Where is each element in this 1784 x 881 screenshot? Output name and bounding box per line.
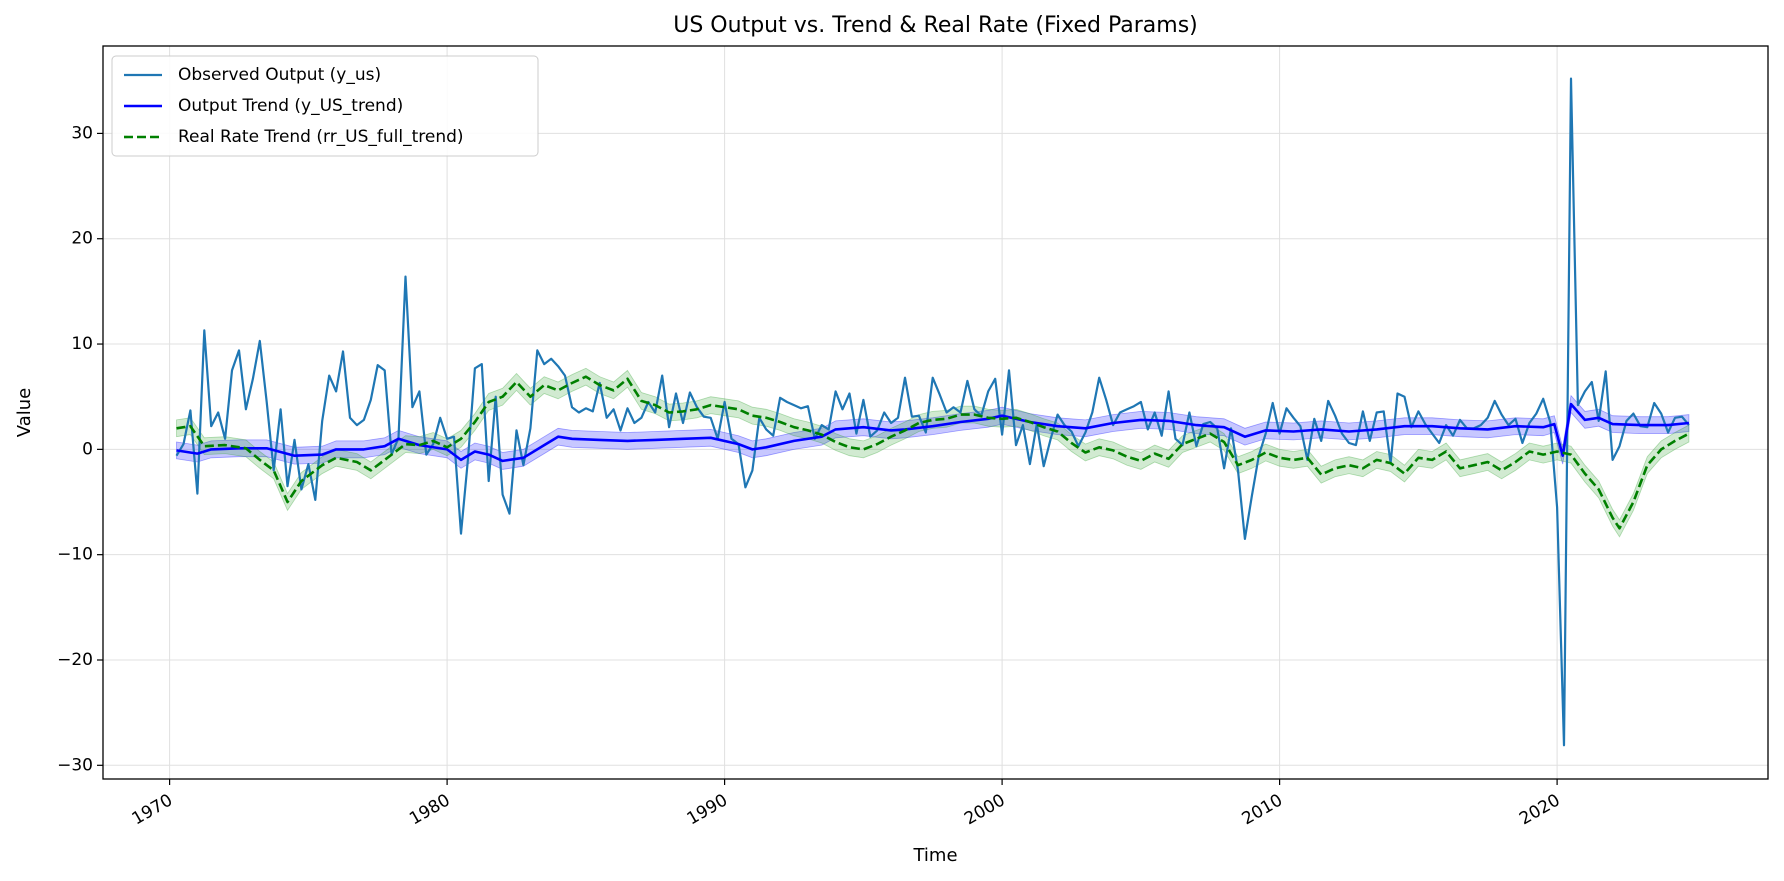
chart-title: US Output vs. Trend & Real Rate (Fixed P…: [673, 13, 1198, 38]
series-band-2: [176, 394, 1690, 470]
x-axis-label: Time: [912, 845, 957, 866]
legend-box: [111, 55, 539, 157]
x-tick-label: 2000: [961, 790, 1008, 829]
grid: [103, 46, 1768, 779]
y-tick-label: 20: [71, 229, 93, 249]
y-tick-label: 10: [71, 334, 93, 354]
legend-label: Output Trend (y_US_trend): [178, 96, 403, 116]
x-tick-label: 1980: [406, 790, 453, 829]
x-tick-label: 1990: [684, 790, 731, 829]
y-axis-label: Value: [14, 388, 35, 437]
confidence-bands: [176, 367, 1690, 538]
x-tick-label: 2020: [1516, 790, 1563, 829]
y-tick-label: −10: [57, 545, 93, 565]
legend-label: Observed Output (y_us): [178, 65, 381, 85]
plot-area: [102, 45, 1769, 780]
x-tick-label: 2010: [1239, 790, 1286, 829]
y-tick-label: −20: [57, 650, 93, 670]
series-line-2: [176, 402, 1690, 463]
series-line-3: [176, 375, 1690, 530]
x-tick-label: 1970: [129, 790, 176, 829]
series-line-1: [175, 77, 1690, 747]
legend: Observed Output (y_us) Output Trend (y_US…: [111, 55, 539, 157]
y-tick-label: 0: [82, 439, 93, 459]
series-lines: [175, 77, 1690, 747]
y-tick-label: 30: [71, 123, 93, 143]
y-tick-label: −30: [57, 755, 93, 775]
legend-label: Real Rate Trend (rr_US_full_trend): [178, 127, 464, 147]
series-band-3: [176, 367, 1690, 538]
